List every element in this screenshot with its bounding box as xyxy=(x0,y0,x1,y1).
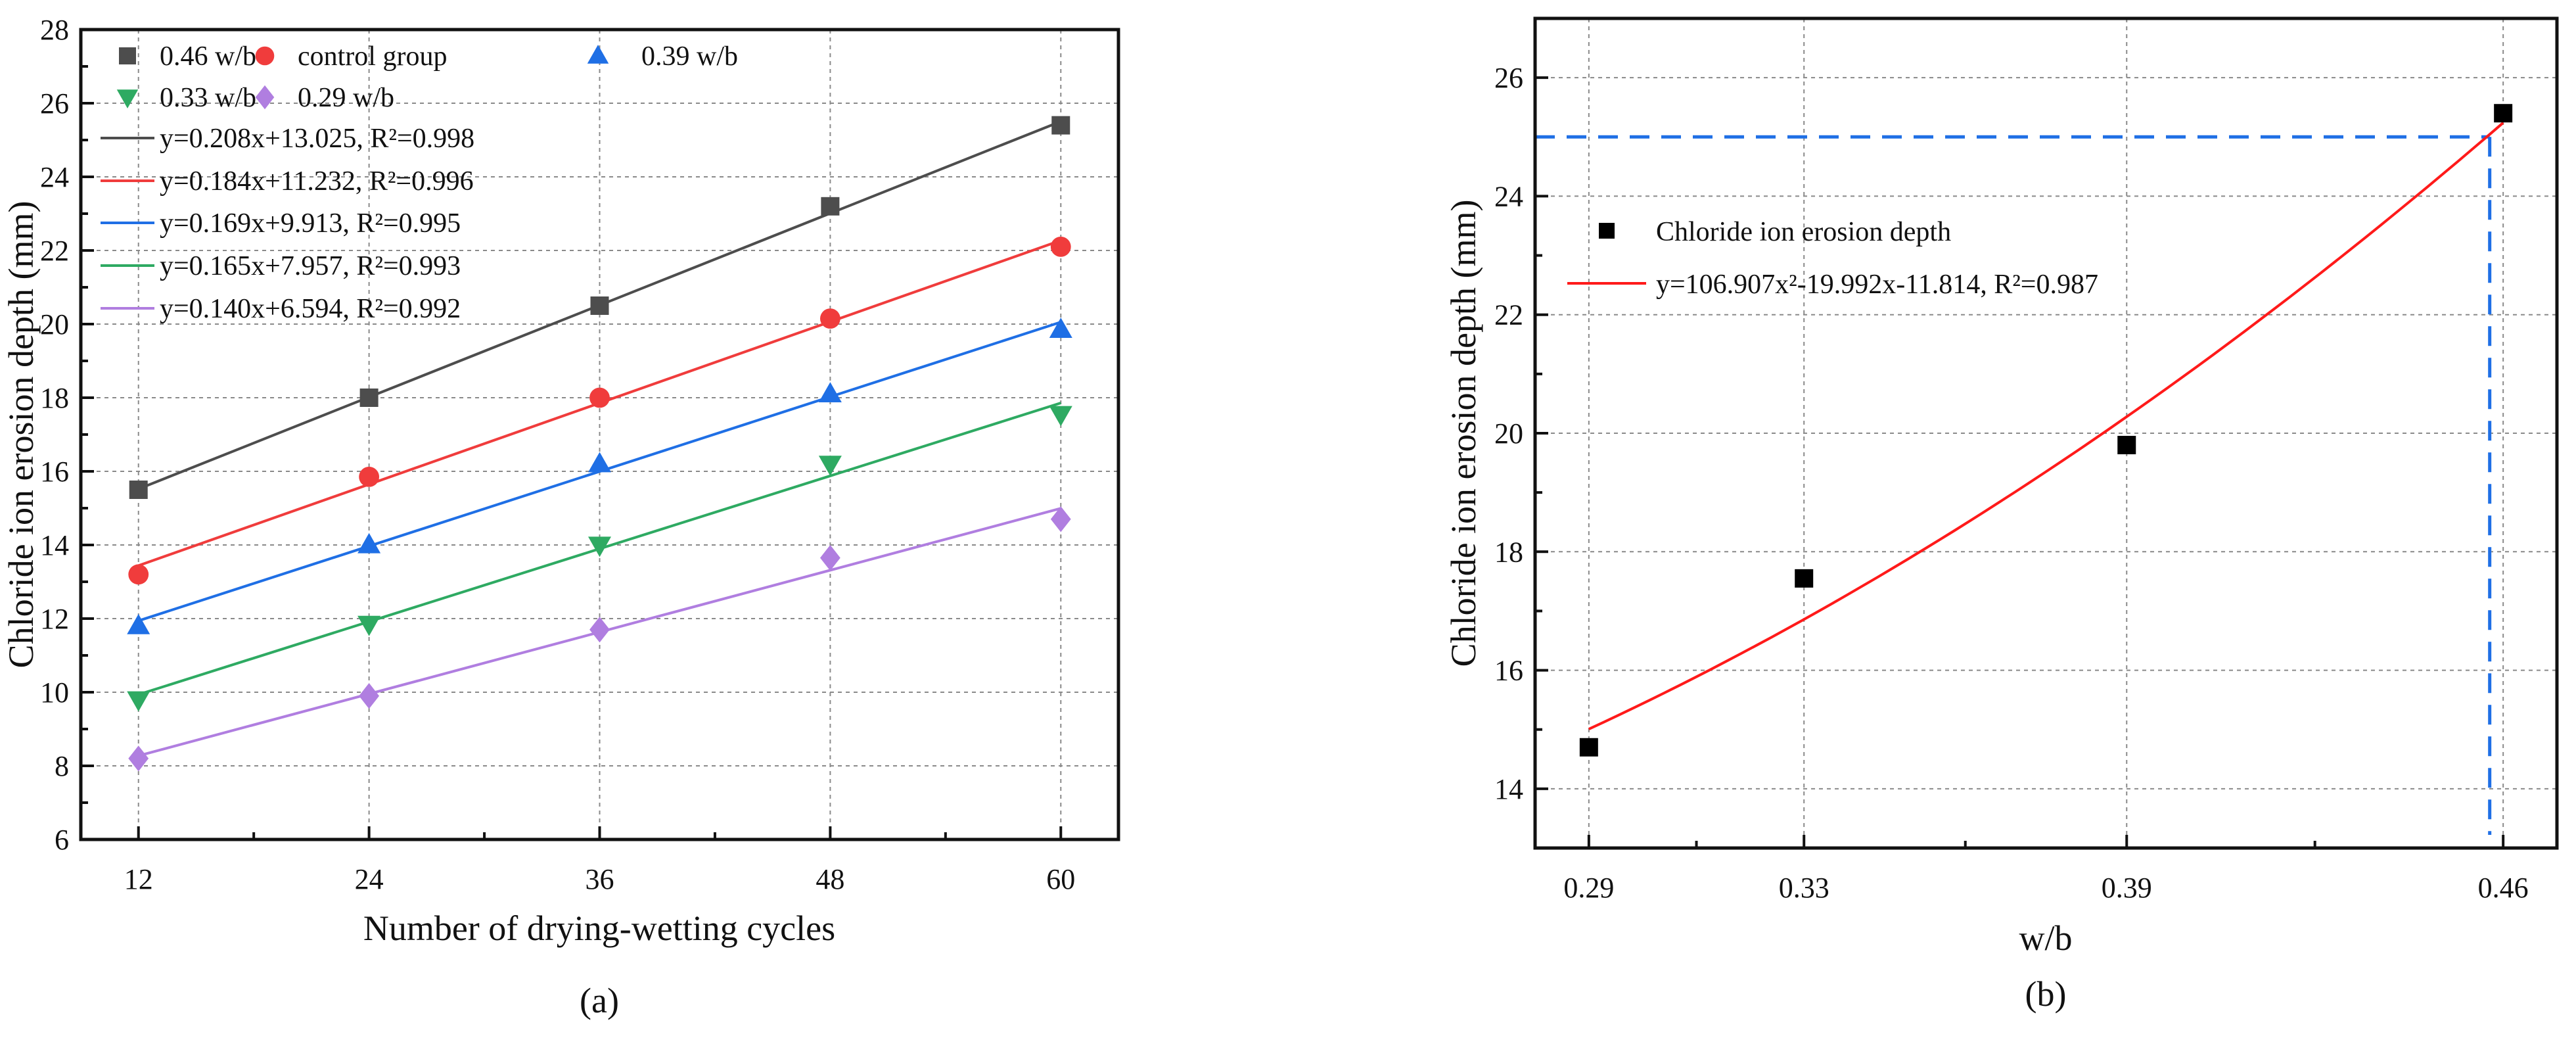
chart-b-panel-label: (b) xyxy=(2025,974,2067,1014)
chart-b-y-tick-label: 26 xyxy=(1494,62,1523,94)
data-point xyxy=(2494,104,2513,123)
data-point-0-39-w-b xyxy=(357,532,381,554)
data-point-0-39-w-b xyxy=(818,382,842,402)
chart-a: 12 24 36 48 60 6 8 10 12 14 16 18 20 22 24 26 28 0.46 w/b… xyxy=(40,14,1120,895)
chart-a-x-axis-label: Number of drying-wetting cycles xyxy=(363,908,835,948)
data-point-0-39-w-b xyxy=(1049,318,1072,338)
chart-b-y-tick-label: 14 xyxy=(1494,773,1523,805)
legend-fit-label: y=0.140x+6.594, R²=0.992 xyxy=(160,294,461,324)
legend-fit-label: y=0.165x+7.957, R²=0.993 xyxy=(160,251,461,281)
chart-a-x-tick-label: 12 xyxy=(124,863,153,895)
chart-b-y-tick-label: 16 xyxy=(1494,655,1523,687)
chart-a-frame xyxy=(79,28,1120,841)
chart-b-y-tick-label: 24 xyxy=(1494,180,1523,212)
data-point-0-29-w-b xyxy=(359,683,380,709)
chart-a-y-tick-label: 28 xyxy=(40,14,69,46)
data-point-control-group xyxy=(359,467,380,487)
chart-a-y-tick-label: 8 xyxy=(55,750,69,782)
legend-label: 0.33 w/b xyxy=(160,83,256,113)
legend-marker-icon xyxy=(116,89,139,108)
legend-label: control group xyxy=(298,41,447,72)
chart-b-x-tick-label: 0.46 xyxy=(2478,872,2529,904)
chart-a-y-tick-label: 12 xyxy=(40,603,69,635)
data-point xyxy=(2117,436,2136,455)
chart-b-y-tick-label: 20 xyxy=(1494,417,1523,450)
legend-marker-icon xyxy=(255,85,275,110)
data-point-0-29-w-b xyxy=(128,745,149,772)
data-point-0-33-w-b xyxy=(357,615,381,636)
chart-b-y-tick-label: 22 xyxy=(1494,299,1523,331)
data-point-0-29-w-b xyxy=(819,545,840,571)
data-point xyxy=(1579,738,1598,757)
chart-a-x-tick-label: 24 xyxy=(355,863,384,895)
chart-a-y-axis-label: Chloride ion erosion depth (mm) xyxy=(1,201,41,669)
data-point-0-46-w-b xyxy=(359,389,379,407)
chart-b-x-axis-label: w/b xyxy=(2019,918,2073,958)
legend-marker-icon xyxy=(587,45,609,64)
data-point-0-46-w-b xyxy=(590,296,609,315)
data-point-0-46-w-b xyxy=(1051,116,1070,135)
chart-a-x-tick-label: 36 xyxy=(586,863,614,895)
chart-a-y-tick-label: 10 xyxy=(40,676,69,709)
chart-a-y-tick-label: 18 xyxy=(40,382,69,414)
data-point-control-group xyxy=(589,387,610,408)
legend-fit-label: y=0.184x+11.232, R²=0.996 xyxy=(160,166,474,197)
legend-marker-icon xyxy=(1599,223,1615,239)
data-point-0-46-w-b xyxy=(129,481,148,499)
legend-fit-label: y=106.907x²-19.992x-11.814, R²=0.987 xyxy=(1656,270,2098,300)
legend-label: 0.39 w/b xyxy=(641,41,738,72)
legend-label: 0.29 w/b xyxy=(298,83,394,113)
chart-b-y-tick-label: 18 xyxy=(1494,536,1523,568)
legend-label: Chloride ion erosion depth xyxy=(1656,217,1951,247)
data-point-0-46-w-b xyxy=(821,197,840,216)
data-point-0-39-w-b xyxy=(588,452,611,473)
chart-b-x-tick-label: 0.39 xyxy=(2102,872,2152,904)
chart-b-y-axis-label: Chloride ion erosion depth (mm) xyxy=(1444,200,1483,667)
chart-b-x-tick-label: 0.33 xyxy=(1779,872,1829,904)
legend-label: 0.46 w/b xyxy=(160,41,256,72)
chart-a-y-tick-label: 16 xyxy=(40,456,69,488)
legend-marker-icon xyxy=(255,46,275,66)
fit-curve xyxy=(1588,122,2504,730)
chart-b: 0.29 0.33 0.39 0.46 14 16 18 20 22 24 26 Chloride i… xyxy=(1494,16,2559,904)
data-point-control-group xyxy=(128,564,149,585)
chart-a-x-tick-label: 48 xyxy=(816,863,844,895)
data-point-0-33-w-b xyxy=(818,456,842,476)
chart-a-y-tick-label: 14 xyxy=(40,529,69,561)
data-point-0-33-w-b xyxy=(127,691,150,712)
data-point-control-group xyxy=(819,308,840,329)
legend-fit-label: y=0.208x+13.025, R²=0.998 xyxy=(160,124,474,154)
data-point-0-29-w-b xyxy=(1050,506,1071,532)
chart-a-x-tick-label: 60 xyxy=(1046,863,1075,895)
legend-marker-icon xyxy=(119,47,136,64)
chart-a-y-tick-label: 26 xyxy=(40,87,69,120)
data-point-control-group xyxy=(1050,237,1071,257)
chart-a-y-tick-label: 6 xyxy=(55,824,69,856)
data-point-0-33-w-b xyxy=(1049,406,1072,427)
data-point-0-33-w-b xyxy=(588,536,611,557)
chart-a-y-tick-label: 24 xyxy=(40,161,69,193)
chart-b-x-tick-label: 0.29 xyxy=(1563,872,1614,904)
data-point-0-29-w-b xyxy=(589,617,610,643)
legend-fit-label: y=0.169x+9.913, R²=0.995 xyxy=(160,208,461,239)
data-point-0-39-w-b xyxy=(127,614,150,634)
data-point xyxy=(1795,569,1814,588)
chart-a-y-tick-label: 20 xyxy=(40,308,69,341)
chart-a-y-tick-label: 22 xyxy=(40,235,69,267)
chart-a-panel-label: (a) xyxy=(580,981,619,1020)
chart-b-frame xyxy=(1533,16,2559,850)
